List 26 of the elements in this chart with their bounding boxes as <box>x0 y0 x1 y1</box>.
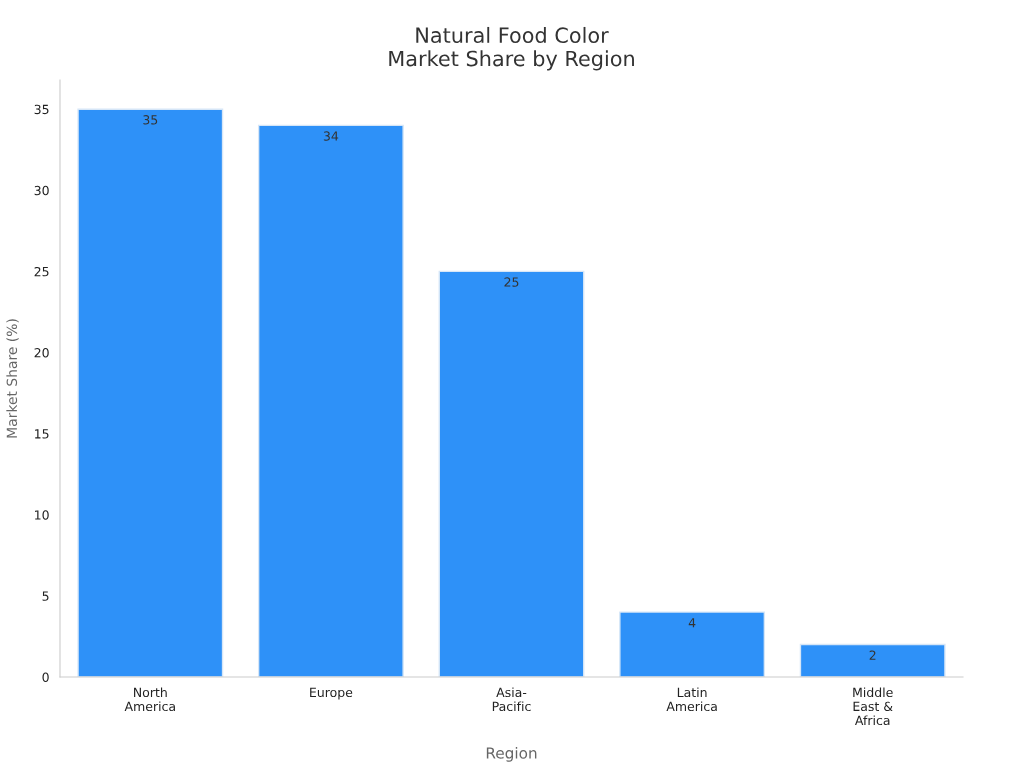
bar <box>77 108 224 677</box>
y-tick-label: 0 <box>42 672 49 682</box>
bar <box>257 124 404 677</box>
data-label: 25 <box>504 277 519 287</box>
data-label: 35 <box>143 115 158 125</box>
bar <box>799 643 946 677</box>
chart-title: Natural Food Color Market Share by Region <box>389 26 634 71</box>
y-tick-label: 35 <box>34 104 49 115</box>
y-tick-label: 30 <box>34 185 49 196</box>
data-label: 2 <box>869 650 876 660</box>
x-tick-label: Latin America <box>666 687 717 712</box>
y-tick-label: 10 <box>35 510 49 520</box>
y-tick-label: 5 <box>42 591 49 601</box>
data-label: 34 <box>323 131 339 141</box>
bar <box>438 270 585 677</box>
x-tick-label: North America <box>124 687 175 712</box>
x-axis-title: Region <box>486 746 537 762</box>
x-tick-label: Middle East & Africa <box>853 687 893 726</box>
y-axis-title: Market Share (%) <box>6 319 19 438</box>
data-label: 4 <box>688 618 696 628</box>
y-tick-label: 20 <box>34 348 49 358</box>
bar <box>619 611 766 677</box>
x-tick-label: Asia- Pacific <box>492 687 531 712</box>
x-tick-label: Europe <box>310 687 353 700</box>
y-tick-label: 15 <box>35 429 49 439</box>
y-tick-label: 25 <box>34 266 49 277</box>
